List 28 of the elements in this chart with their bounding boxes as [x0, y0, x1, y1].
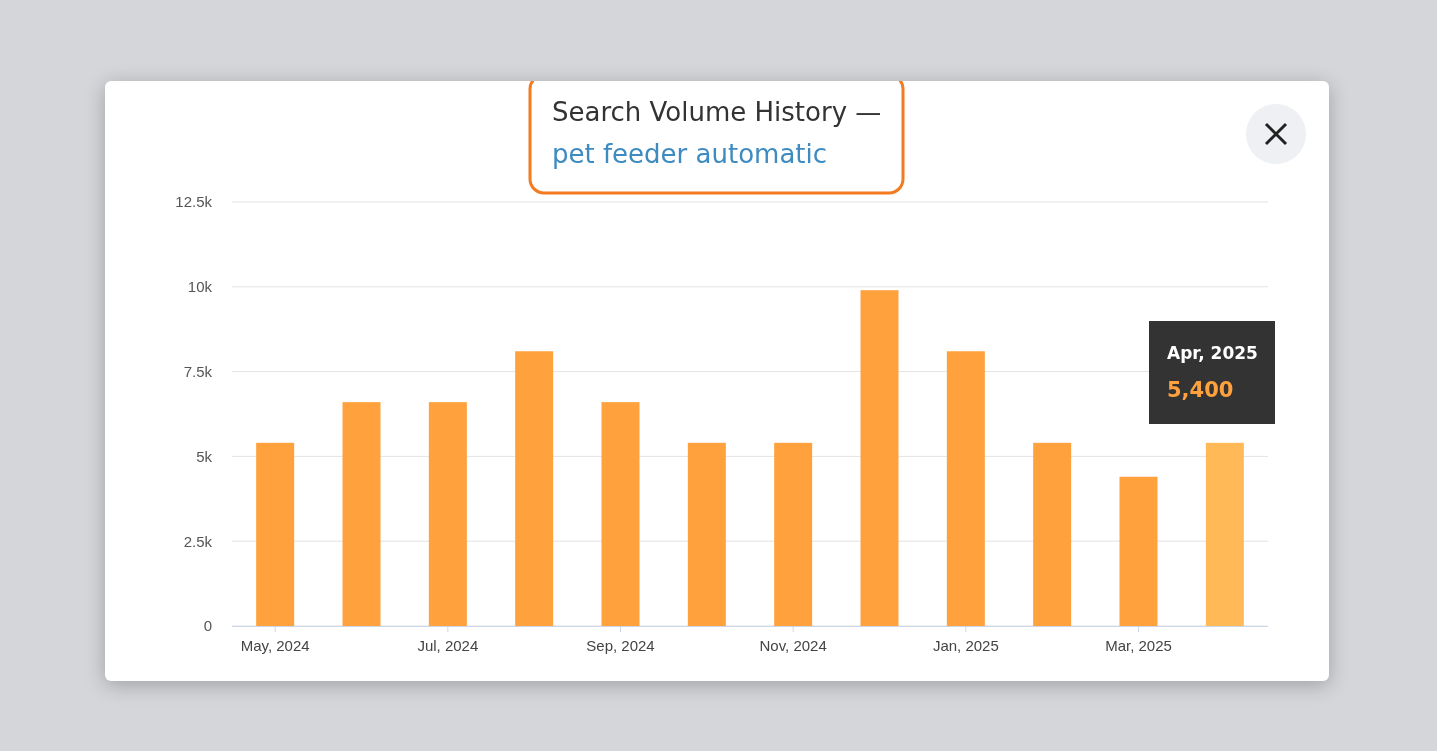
bar [428, 402, 467, 626]
x-tick-label: Jan, 2025 [932, 636, 999, 654]
annotation: Apr, 2025 [1167, 343, 1258, 363]
y-tick-label: 0 [203, 617, 212, 635]
y-tick-label: 7.5k [183, 362, 213, 380]
y-tick-label: 2.5k [183, 532, 213, 550]
y-tick-label: 12.5k [175, 193, 213, 211]
bar [1119, 476, 1158, 626]
bar [342, 402, 381, 626]
bar [1033, 442, 1072, 626]
bar [601, 402, 640, 626]
x-tick-label: Jul, 2024 [417, 636, 479, 654]
y-tick-label: 10k [187, 278, 213, 296]
bar [774, 442, 813, 626]
bar [687, 442, 726, 626]
bar [946, 351, 985, 626]
x-tick-label: Nov, 2024 [759, 636, 827, 654]
bar [860, 290, 899, 626]
y-tick-label: 5k [196, 447, 213, 465]
annotation: 5,400 [1167, 378, 1234, 402]
chart-title: Search Volume History — [552, 97, 882, 127]
bar [256, 442, 295, 626]
x-tick-label: Sep, 2024 [586, 636, 655, 654]
bar [515, 351, 554, 626]
x-tick-label: May, 2024 [240, 636, 310, 654]
x-tick-label: Mar, 2025 [1105, 636, 1172, 654]
bar [1205, 442, 1244, 626]
chart-subtitle: pet feeder automatic [552, 139, 828, 169]
